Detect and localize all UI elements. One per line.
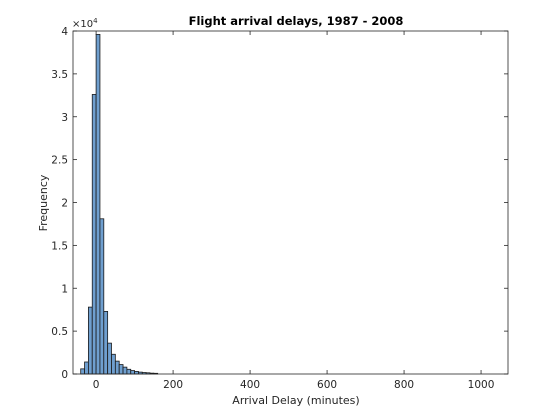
y-tick-label: 0.5 [51,326,68,338]
x-tick-label: 400 [240,379,260,391]
y-axis-ticks: 0 0.5 1 1.5 2 2.5 3 3.5 4 [51,26,508,381]
y-tick-label: 1 [61,283,68,295]
histogram-bar [111,353,116,375]
histogram-bars [80,34,159,375]
histogram-bar [118,364,124,375]
x-tick-label: 200 [163,379,183,391]
histogram-bar [99,218,105,375]
histogram-bar [95,34,101,375]
y-tick-label: 2.5 [51,155,68,167]
histogram-bar [122,366,128,375]
y-tick-label: 3 [61,112,68,124]
y-tick-label: 1.5 [51,240,68,252]
histogram-bar [103,311,109,375]
histogram-bar [126,368,132,375]
y-axis-label: Frequency [37,174,50,231]
plot-frame [72,30,509,375]
y-tick-label: 0 [61,369,68,381]
histogram-bar [107,342,112,375]
y-axis-exponent: ×104 [72,17,98,30]
histogram-bar [91,94,97,375]
histogram-bar [130,370,135,375]
x-tick-label: 0 [93,379,100,391]
histogram-bar [84,361,89,375]
x-tick-label: 800 [394,379,414,391]
histogram-bar [114,360,120,375]
y-tick-label: 4 [61,26,68,38]
x-axis-ticks: 0 200 400 600 800 1000 [93,31,495,391]
y-tick-label: 2 [61,198,68,210]
histogram-bar [80,368,85,375]
x-axis-label: Arrival Delay (minutes) [232,394,359,407]
y-tick-label: 3.5 [51,69,68,81]
histogram-bar [87,306,93,375]
x-tick-label: 600 [317,379,337,391]
chart-title: Flight arrival delays, 1987 - 2008 [189,14,404,28]
x-tick-label: 1000 [468,379,495,391]
